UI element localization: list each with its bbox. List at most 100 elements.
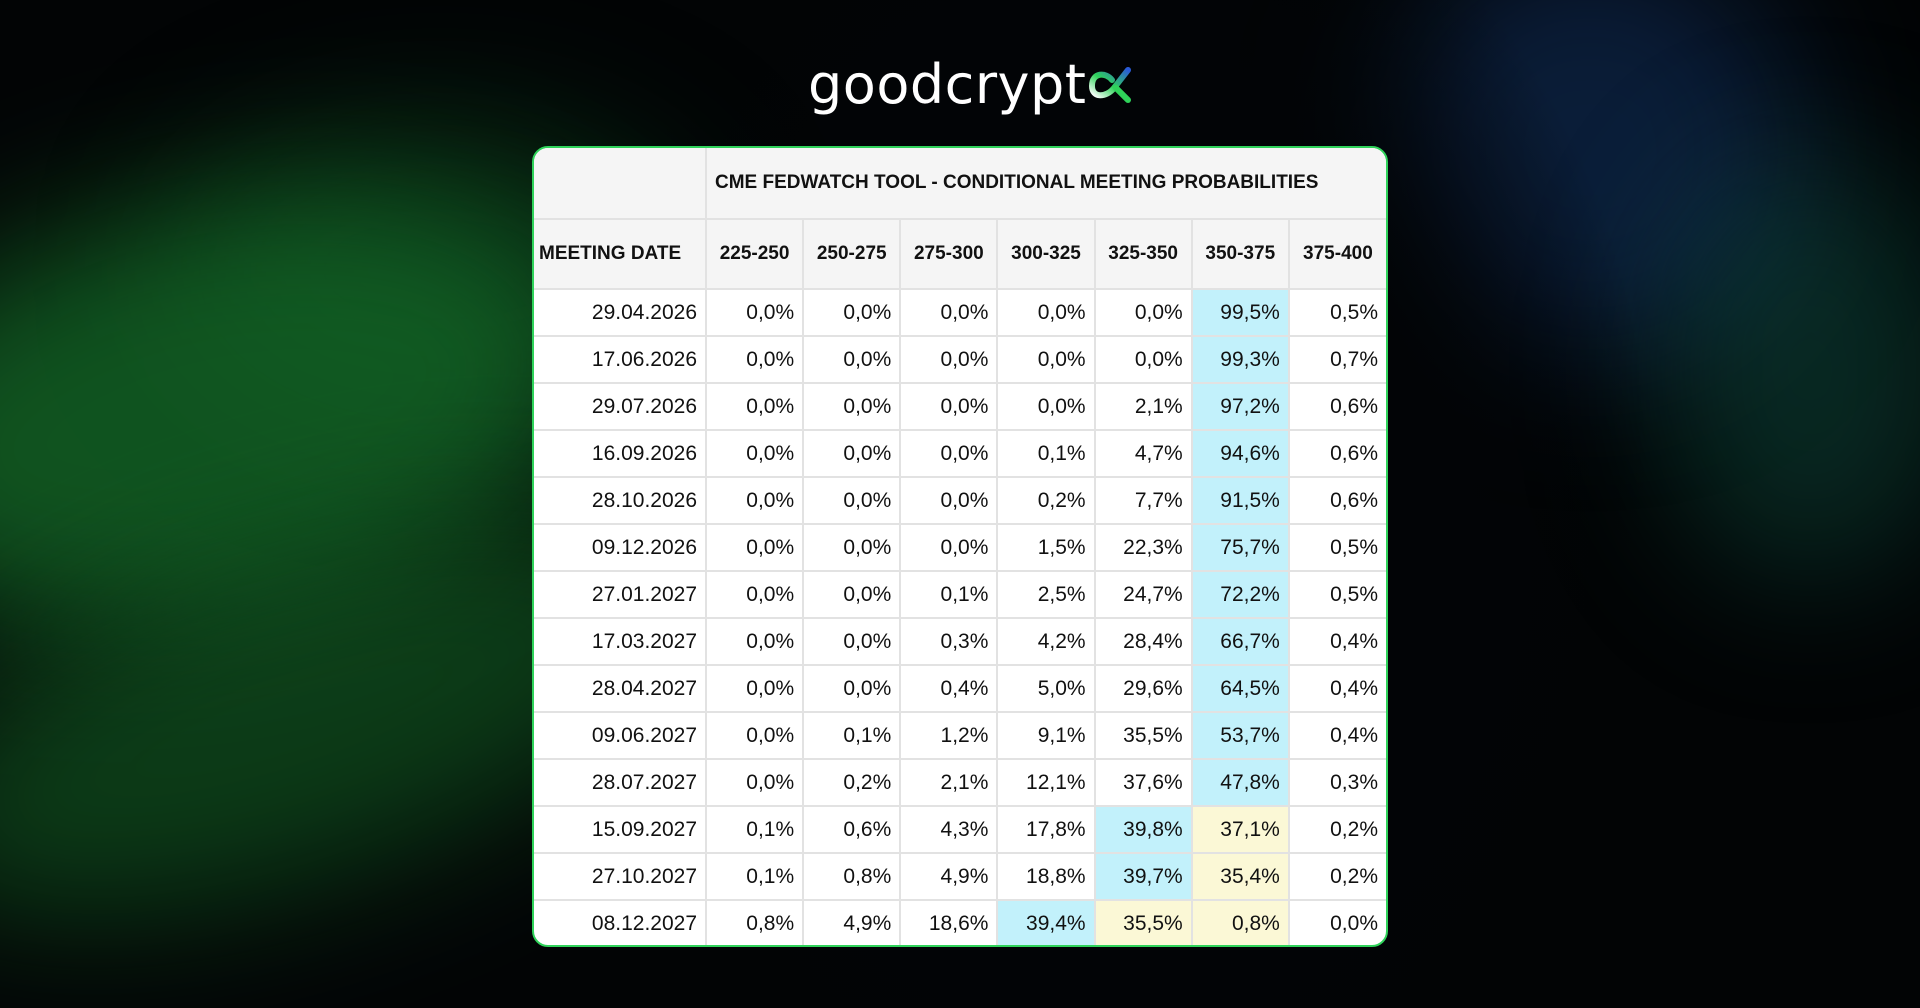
probability-cell: 0,6% xyxy=(1287,476,1386,525)
meeting-date-cell: 28.07.2027 xyxy=(534,758,707,807)
probability-cell: 39,7% xyxy=(1093,852,1193,901)
probability-cell: 0,3% xyxy=(899,617,999,666)
probability-cell: 94,6% xyxy=(1190,429,1290,478)
probability-cell: 0,0% xyxy=(802,664,902,713)
probability-cell: 0,0% xyxy=(704,476,805,525)
probability-cell: 0,6% xyxy=(802,805,902,854)
table-title-row: CME FEDWATCH TOOL - CONDITIONAL MEETING … xyxy=(534,148,1386,220)
table-row: 17.03.2027 0,0% 0,0% 0,3% 4,2% 28,4% 66,7% 0,4% xyxy=(534,617,1386,666)
probability-cell: 0,1% xyxy=(996,429,1096,478)
meeting-date-cell: 17.06.2026 xyxy=(534,335,707,384)
probability-cell: 0,1% xyxy=(899,570,999,619)
meeting-date-cell: 27.01.2027 xyxy=(534,570,707,619)
probability-cell: 22,3% xyxy=(1093,523,1193,572)
rate-range-header: 325-350 xyxy=(1093,218,1193,290)
probability-cell: 0,0% xyxy=(704,711,805,760)
table-row: 27.10.2027 0,1% 0,8% 4,9% 18,8% 39,7% 35,4% 0,2… xyxy=(534,852,1386,901)
table-row: 28.04.2027 0,0% 0,0% 0,4% 5,0% 29,6% 64,5% 0,4% xyxy=(534,664,1386,713)
probability-cell: 47,8% xyxy=(1190,758,1290,807)
probability-cell: 91,5% xyxy=(1190,476,1290,525)
table-row: 28.10.2026 0,0% 0,0% 0,0% 0,2% 7,7% 91,5% 0,6% xyxy=(534,476,1386,525)
probability-cell: 35,5% xyxy=(1093,899,1193,945)
probability-cell: 0,0% xyxy=(899,289,999,337)
probability-cell: 0,0% xyxy=(1093,289,1193,337)
probability-cell: 2,5% xyxy=(996,570,1096,619)
probability-cell: 29,6% xyxy=(1093,664,1193,713)
probability-cell: 17,8% xyxy=(996,805,1096,854)
probability-cell: 99,3% xyxy=(1190,335,1290,384)
probability-cell: 0,0% xyxy=(996,382,1096,431)
table-title: CME FEDWATCH TOOL - CONDITIONAL MEETING … xyxy=(705,148,1386,220)
probability-cell: 0,0% xyxy=(899,382,999,431)
background-glow xyxy=(1660,160,1920,580)
probability-cell: 0,0% xyxy=(704,570,805,619)
probability-cell: 39,4% xyxy=(996,899,1096,945)
probability-cell: 0,0% xyxy=(802,617,902,666)
probability-cell: 2,1% xyxy=(1093,382,1193,431)
probability-cell: 37,6% xyxy=(1093,758,1193,807)
probability-cell: 0,5% xyxy=(1287,523,1386,572)
probability-cell: 0,0% xyxy=(704,289,805,337)
probability-cell: 0,0% xyxy=(802,523,902,572)
probability-cell: 0,0% xyxy=(899,429,999,478)
probability-cell: 0,0% xyxy=(704,664,805,713)
table-row: 17.06.2026 0,0% 0,0% 0,0% 0,0% 0,0% 99,3% 0,7% xyxy=(534,335,1386,384)
probability-cell: 2,1% xyxy=(899,758,999,807)
probability-cell: 4,7% xyxy=(1093,429,1193,478)
probability-cell: 0,2% xyxy=(1287,805,1386,854)
probability-cell: 0,0% xyxy=(1287,899,1386,945)
probability-cell: 0,1% xyxy=(704,805,805,854)
table-row: 29.07.2026 0,0% 0,0% 0,0% 0,0% 2,1% 97,2% 0,6% xyxy=(534,382,1386,431)
probability-cell: 0,0% xyxy=(802,429,902,478)
probability-cell: 99,5% xyxy=(1190,289,1290,337)
probability-cell: 4,3% xyxy=(899,805,999,854)
probability-cell: 1,5% xyxy=(996,523,1096,572)
rate-range-header: 275-300 xyxy=(899,218,999,290)
probability-cell: 18,6% xyxy=(899,899,999,945)
meeting-date-cell: 28.10.2026 xyxy=(534,476,707,525)
probability-cell: 0,0% xyxy=(704,523,805,572)
table-row: 09.12.2026 0,0% 0,0% 0,0% 1,5% 22,3% 75,7% 0,5% xyxy=(534,523,1386,572)
rate-range-header: 375-400 xyxy=(1287,218,1386,290)
probability-cell: 0,8% xyxy=(1190,899,1290,945)
probability-cell: 0,0% xyxy=(704,429,805,478)
probability-cell: 0,1% xyxy=(802,711,902,760)
probability-cell: 0,0% xyxy=(996,289,1096,337)
probability-cell: 0,8% xyxy=(704,899,805,945)
probability-cell: 72,2% xyxy=(1190,570,1290,619)
probability-cell: 0,4% xyxy=(899,664,999,713)
probability-cell: 7,7% xyxy=(1093,476,1193,525)
table-row: 27.01.2027 0,0% 0,0% 0,1% 2,5% 24,7% 72,2% 0,5% xyxy=(534,570,1386,619)
meeting-date-cell: 27.10.2027 xyxy=(534,852,707,901)
probability-cell: 0,0% xyxy=(704,335,805,384)
meeting-date-cell: 16.09.2026 xyxy=(534,429,707,478)
probability-cell: 0,2% xyxy=(1287,852,1386,901)
probability-cell: 97,2% xyxy=(1190,382,1290,431)
rate-range-header: 300-325 xyxy=(996,218,1096,290)
probability-cell: 4,2% xyxy=(996,617,1096,666)
probability-cell: 0,0% xyxy=(704,758,805,807)
probability-cell: 39,8% xyxy=(1093,805,1193,854)
table-row: 16.09.2026 0,0% 0,0% 0,0% 0,1% 4,7% 94,6% 0,6% xyxy=(534,429,1386,478)
logo-text: goodcrypt xyxy=(808,52,1087,116)
probability-cell: 4,9% xyxy=(802,899,902,945)
table-row: 15.09.2027 0,1% 0,6% 4,3% 17,8% 39,8% 37,1% 0,2… xyxy=(534,805,1386,854)
probability-cell: 0,5% xyxy=(1287,570,1386,619)
probability-cell: 66,7% xyxy=(1190,617,1290,666)
probability-cell: 0,7% xyxy=(1287,335,1386,384)
probability-cell: 0,8% xyxy=(802,852,902,901)
probability-cell: 0,0% xyxy=(1093,335,1193,384)
probability-cell: 0,0% xyxy=(802,382,902,431)
probability-cell: 0,6% xyxy=(1287,382,1386,431)
probability-cell: 0,6% xyxy=(1287,429,1386,478)
probability-cell: 18,8% xyxy=(996,852,1096,901)
probability-cell: 0,2% xyxy=(802,758,902,807)
meeting-date-cell: 17.03.2027 xyxy=(534,617,707,666)
meeting-date-cell: 09.06.2027 xyxy=(534,711,707,760)
probability-cell: 0,5% xyxy=(1287,289,1386,337)
meeting-date-cell: 29.07.2026 xyxy=(534,382,707,431)
probability-cell: 75,7% xyxy=(1190,523,1290,572)
rate-range-header: 225-250 xyxy=(704,218,805,290)
probability-cell: 0,4% xyxy=(1287,617,1386,666)
meeting-date-cell: 29.04.2026 xyxy=(534,289,707,337)
